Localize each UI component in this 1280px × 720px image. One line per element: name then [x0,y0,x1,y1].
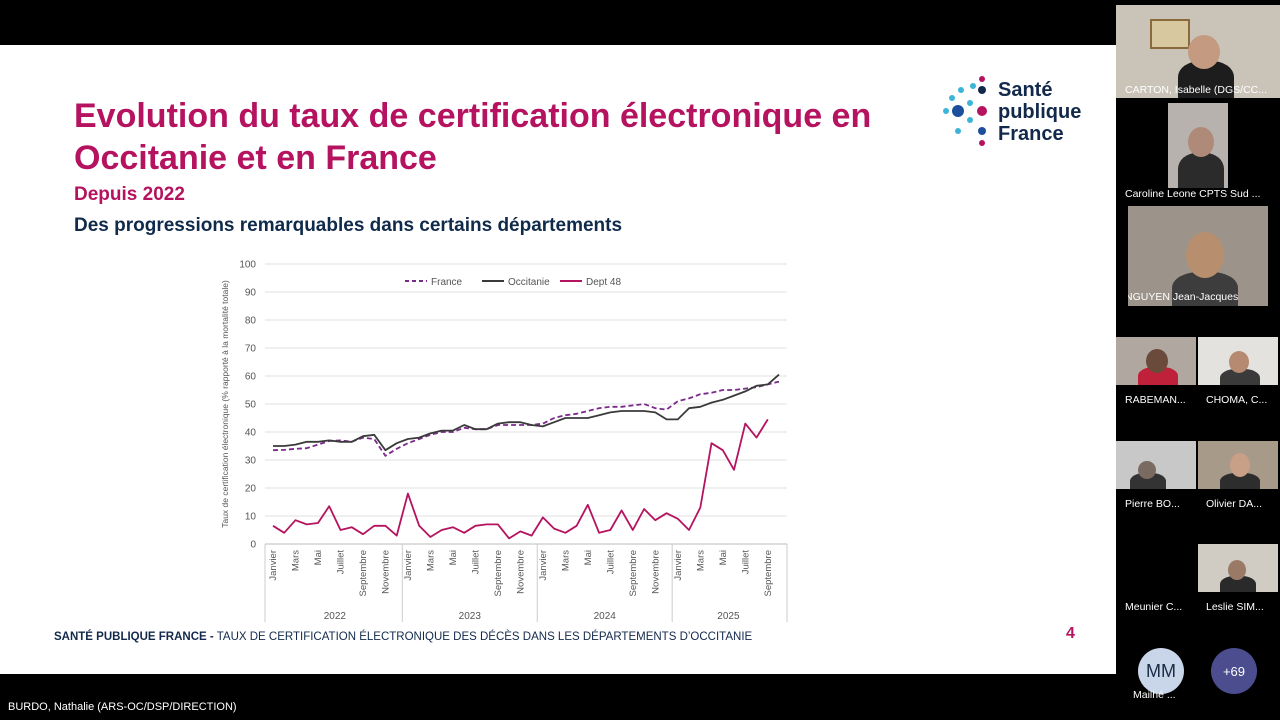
logo-text-line-2: publique [998,101,1082,123]
presenter-name: BURDO, Nathalie (ARS-OC/DSP/DIRECTION) [8,701,237,713]
participant-name: CARTON, Isabelle (DGS/CC... [1125,84,1267,96]
participant-name: Mailhé ... [1133,689,1176,701]
slide-footer: SANTÉ PUBLIQUE FRANCE - TAUX DE CERTIFIC… [54,631,752,643]
x-tick-label: Mai [583,550,594,565]
participant-body [1138,367,1178,385]
y-tick-label: 20 [245,484,257,495]
x-year-label: 2023 [459,611,482,622]
x-tick-label: Janvier [268,550,279,581]
x-tick-label: Novembre [650,550,661,594]
participant-name: Olivier DA... [1206,498,1263,510]
participant-face [1138,461,1156,479]
participant-name: Meunier C... [1125,601,1183,613]
page-number: 4 [1066,625,1075,642]
x-tick-label: Septembre [628,550,639,596]
x-tick-label: Novembre [380,550,391,594]
participant-tile[interactable] [1116,441,1196,489]
participant-tile[interactable] [1198,337,1278,385]
legend-label: France [431,277,463,288]
x-tick-label: Mars [425,550,436,571]
x-tick-label: Janvier [403,550,414,581]
x-year-label: 2025 [717,611,740,622]
series-line-occitanie [273,373,780,452]
slide-title: Evolution du taux de certification élect… [74,97,872,177]
x-tick-label: Septembre [493,550,504,596]
participant-face [1229,351,1249,373]
sante-publique-france-logo: Santé publique France [940,73,1100,153]
legend-label: Occitanie [508,277,550,288]
x-tick-label: Juillet [335,550,346,575]
x-tick-label: Juillet [740,550,751,575]
slide-heading: Des progressions remarquables dans certa… [74,215,623,236]
participant-name: Pierre BO... [1125,498,1180,510]
x-tick-label: Mars [290,550,301,571]
participant-face [1188,35,1220,69]
logo-dots-icon [943,76,987,146]
series-line-dept-48 [272,418,769,540]
more-participants-button[interactable]: +69 [1211,648,1257,694]
participant-face [1230,453,1250,477]
participant-name: Leslie SIM... [1206,601,1264,613]
x-tick-label: Janvier [538,550,549,581]
participant-tile[interactable] [1116,337,1196,385]
participant-name: NGUYEN Jean-Jacques [1128,291,1239,303]
y-axis-label: Taux de certification électronique (% ra… [220,280,230,528]
legend-label: Dept 48 [586,277,621,288]
participant-body [1130,473,1166,489]
y-tick-label: 80 [245,316,257,327]
x-tick-label: Septembre [358,550,369,596]
footer-org: SANTÉ PUBLIQUE FRANCE - [54,631,214,643]
participant-face [1228,560,1246,580]
x-tick-label: Janvier [673,550,684,581]
x-tick-label: Juillet [470,550,481,575]
participant-face [1146,349,1168,373]
shared-slide: Evolution du taux de certification élect… [0,45,1116,674]
participant-body [1220,576,1256,592]
footer-description: TAUX DE CERTIFICATION ÉLECTRONIQUE DES D… [213,631,753,643]
participant-face [1186,232,1224,278]
x-tick-label: Septembre [763,550,774,596]
y-tick-label: 70 [245,344,257,355]
slide-subtitle: Depuis 2022 [74,184,185,205]
logo-text: Santé publique France [998,79,1081,145]
x-tick-label: Juillet [605,550,616,575]
y-tick-label: 10 [245,512,257,523]
y-tick-label: 40 [245,428,257,439]
participant-body [1178,153,1224,188]
series-line-france [272,380,780,457]
participant-name: Caroline Leone CPTS Sud ... [1125,188,1261,200]
participant-body [1220,369,1260,385]
logo-text-line-1: Santé [998,79,1053,101]
participant-tile[interactable]: CARTON, Isabelle (DGS/CC... [1116,5,1280,98]
x-tick-label: Novembre [515,550,526,594]
x-tick-label: Mai [313,550,324,565]
x-tick-label: Mars [560,550,571,571]
x-year-label: 2024 [594,611,617,622]
participant-tile[interactable]: NGUYEN Jean-Jacques [1128,206,1268,306]
line-chart: 0 10 20 30 40 50 60 70 80 90 100 Taux de certificat… [220,260,788,622]
participant-name: RABEMAN... [1125,394,1186,406]
x-tick-label: Mai [718,550,729,565]
participant-body [1220,473,1260,489]
y-tick-label: 90 [245,288,257,299]
x-tick-label: Mai [448,550,459,565]
participant-avatar[interactable]: MM [1138,648,1184,694]
participant-tile[interactable] [1198,441,1278,489]
y-tick-label: 0 [250,540,256,551]
participant-tile[interactable] [1168,103,1228,188]
y-tick-label: 100 [239,260,256,271]
participant-tile[interactable] [1198,544,1278,592]
participants-panel: CARTON, Isabelle (DGS/CC... Caroline Leo… [1116,0,1280,720]
y-tick-label: 50 [245,400,257,411]
background-frame [1150,19,1190,49]
y-tick-label: 60 [245,372,257,383]
y-tick-label: 30 [245,456,257,467]
logo-text-line-3: France [998,123,1064,145]
participant-face [1188,127,1214,157]
x-year-label: 2022 [324,611,347,622]
participant-name: CHOMA, C... [1206,394,1268,406]
x-tick-label: Mars [695,550,706,571]
